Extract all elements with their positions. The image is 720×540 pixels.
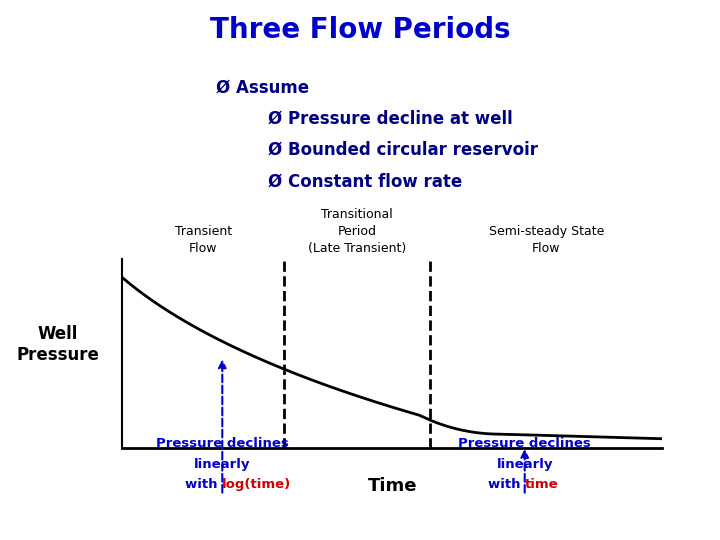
Text: Transient
Flow: Transient Flow — [175, 225, 232, 255]
Text: with: with — [185, 478, 222, 491]
Text: Transitional
Period
(Late Transient): Transitional Period (Late Transient) — [308, 208, 406, 255]
Text: Three Flow Periods: Three Flow Periods — [210, 16, 510, 44]
Text: linearly: linearly — [194, 458, 251, 471]
Text: Ø Pressure decline at well: Ø Pressure decline at well — [245, 110, 513, 127]
Text: Ø Constant flow rate: Ø Constant flow rate — [245, 172, 462, 190]
Text: Pressure declines: Pressure declines — [459, 437, 591, 450]
Text: Ø Bounded circular reservoir: Ø Bounded circular reservoir — [245, 141, 538, 159]
Text: Ø Assume: Ø Assume — [216, 78, 309, 96]
Text: Time: Time — [368, 476, 417, 495]
Text: log(time): log(time) — [222, 478, 292, 491]
Text: linearly: linearly — [497, 458, 553, 471]
Text: time: time — [525, 478, 558, 491]
Text: Well
Pressure: Well Pressure — [16, 325, 99, 363]
Text: Pressure declines: Pressure declines — [156, 437, 289, 450]
Text: with: with — [487, 478, 525, 491]
Text: Semi-steady State
Flow: Semi-steady State Flow — [489, 225, 604, 255]
